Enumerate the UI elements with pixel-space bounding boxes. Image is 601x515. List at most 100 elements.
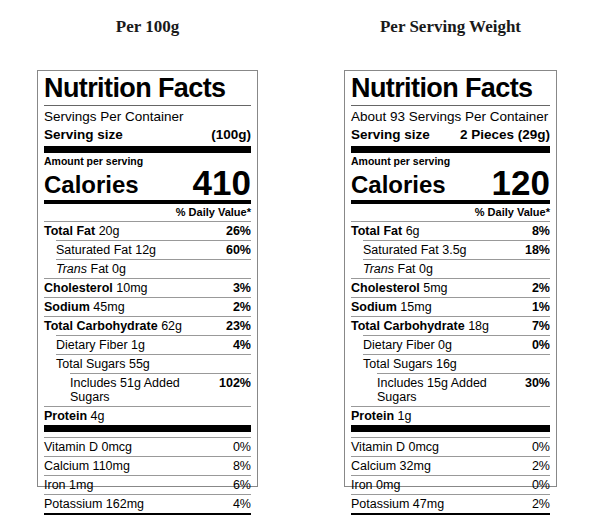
nutrient-daily-value: 18% <box>525 243 550 257</box>
nutrient-daily-value: 4% <box>233 497 251 511</box>
nutrient-name: Potassium 47mg <box>351 497 444 511</box>
nutrient-row: Potassium 162mg 4% <box>44 494 251 513</box>
nutrient-daily-value: 6% <box>233 478 251 492</box>
nutrient-daily-value: 2% <box>532 459 550 473</box>
nutrient-row: Potassium 47mg 2% <box>351 494 550 513</box>
nutrient-daily-value: 102% <box>219 376 251 404</box>
nutrient-name: Sodium 15mg <box>351 300 432 314</box>
nutrient-name: Dietary Fiber 0g <box>363 338 452 352</box>
nutrient-name: Total Carbohydrate 62g <box>44 319 182 333</box>
nutrient-daily-value: 8% <box>532 224 550 238</box>
micronutrient-rows: Vitamin D 0mcg0% Calcium 32mg 2% Iron 0mg 0%… <box>351 437 550 513</box>
nutrient-row: Cholesterol 5mg 2% <box>351 278 550 297</box>
serving-size-label: Serving size <box>44 127 123 143</box>
nutrient-row: Dietary Fiber 0g 0% <box>363 335 550 354</box>
nutrient-name: Protein 1g <box>351 409 411 423</box>
nutrient-row: Includes 15g Added Sugars30% <box>377 373 550 406</box>
calories-row: Calories 410 <box>44 168 251 198</box>
nutrient-name: Iron 0mg <box>351 478 400 492</box>
nutrient-row: Saturated Fat 3.5g 18% <box>363 240 550 259</box>
calories-label: Calories <box>44 173 139 197</box>
nutrient-daily-value: 1% <box>532 300 550 314</box>
label-title: Nutrition Facts <box>44 74 251 106</box>
micronutrient-rows: Vitamin D 0mcg 0% Calcium 110mg 8% Iron 1mg 6… <box>44 437 251 513</box>
nutrient-daily-value: 7% <box>532 319 550 333</box>
nutrient-daily-value: 2% <box>233 300 251 314</box>
nutrient-row: Cholesterol 10mg3% <box>44 278 251 297</box>
nutrient-rows: Total Fat 6g 8% Saturated Fat 3.5g 18% Trans… <box>351 221 550 425</box>
thick-separator-bar <box>44 146 251 153</box>
nutrient-row: Sodium 45mg 2% <box>44 297 251 316</box>
nutrient-name: Total Fat 20g <box>44 224 120 238</box>
nutrient-row: Sodium 15mg 1% <box>351 297 550 316</box>
thick-separator-bar <box>351 425 550 432</box>
nutrient-name: Includes 15g Added Sugars <box>377 376 525 404</box>
nutrient-daily-value: 23% <box>226 319 251 333</box>
nutrient-name: Protein 4g <box>44 409 104 423</box>
nutrient-row: Total Sugars 55g <box>56 354 251 373</box>
nutrient-name: Dietary Fiber 1g <box>56 338 145 352</box>
nutrient-name: Trans Fat 0g <box>363 262 433 276</box>
nutrient-row: Total Carbohydrate 62g 23% <box>44 316 251 335</box>
column-header-per-100g: Per 100g <box>37 17 258 37</box>
nutrition-facts-label-per-100g: Nutrition Facts Servings Per Container S… <box>37 70 258 487</box>
nutrient-row: Vitamin D 0mcg0% <box>351 437 550 456</box>
nutrient-name: Calcium 110mg <box>44 459 130 473</box>
nutrient-daily-value: 0% <box>532 478 550 492</box>
nutrient-row: Protein 1g <box>351 406 550 425</box>
nutrient-daily-value: 60% <box>226 243 251 257</box>
nutrient-daily-value: 0% <box>233 440 251 454</box>
serving-size-label: Serving size <box>351 127 430 143</box>
nutrient-row: Saturated Fat 12g 60% <box>56 240 251 259</box>
calories-row: Calories 120 <box>351 168 550 198</box>
nutrient-name: Cholesterol 10mg <box>44 281 148 295</box>
servings-per-container: About 93 Servings Per Container <box>351 106 550 125</box>
page-root: Per 100g Per Serving Weight Nutrition Fa… <box>0 0 601 515</box>
nutrient-name: Calcium 32mg <box>351 459 431 473</box>
nutrient-name: Cholesterol 5mg <box>351 281 448 295</box>
thick-separator-bar <box>351 146 550 153</box>
nutrient-name: Trans Fat 0g <box>56 262 126 276</box>
servings-per-container: Servings Per Container <box>44 106 251 125</box>
nutrient-row: Vitamin D 0mcg 0% <box>44 437 251 456</box>
label-title: Nutrition Facts <box>351 74 550 106</box>
nutrient-row: Iron 0mg 0% <box>351 475 550 494</box>
serving-size-value: (100g) <box>211 127 251 143</box>
nutrient-daily-value: 8% <box>233 459 251 473</box>
nutrient-row: Total Carbohydrate 18g7% <box>351 316 550 335</box>
thick-separator-bar <box>44 425 251 432</box>
nutrient-daily-value: 4% <box>233 338 251 352</box>
nutrient-name: Iron 1mg <box>44 478 93 492</box>
nutrient-row: Total Fat 20g 26% <box>44 221 251 240</box>
nutrient-name: Total Sugars 16g <box>363 357 457 371</box>
nutrient-row: Includes 51g Added Sugars102% <box>70 373 251 406</box>
calories-label: Calories <box>351 173 446 197</box>
serving-size-value: 2 Pieces (29g) <box>460 127 550 143</box>
nutrient-name: Vitamin D 0mcg <box>351 440 439 454</box>
nutrient-row: Protein 4g <box>44 406 251 425</box>
nutrient-row: Calcium 32mg 2% <box>351 456 550 475</box>
nutrient-name: Sodium 45mg <box>44 300 125 314</box>
column-header-per-serving-weight: Per Serving Weight <box>344 17 557 37</box>
nutrient-row: Trans Fat 0g <box>363 259 550 278</box>
nutrient-name: Saturated Fat 12g <box>56 243 156 257</box>
nutrient-name: Vitamin D 0mcg <box>44 440 132 454</box>
nutrient-daily-value: 26% <box>226 224 251 238</box>
nutrition-facts-label-per-serving: Nutrition Facts About 93 Servings Per Co… <box>344 70 557 487</box>
serving-size-row: Serving size 2 Pieces (29g) <box>351 125 550 147</box>
nutrient-daily-value: 0% <box>532 338 550 352</box>
nutrient-name: Potassium 162mg <box>44 497 144 511</box>
nutrient-daily-value: 2% <box>532 281 550 295</box>
nutrient-row: Trans Fat 0g <box>56 259 251 278</box>
nutrient-name: Total Sugars 55g <box>56 357 150 371</box>
daily-value-header: % Daily Value* <box>351 204 550 221</box>
nutrient-daily-value: 2% <box>532 497 550 511</box>
nutrient-name: Total Fat 6g <box>351 224 420 238</box>
nutrient-daily-value: 30% <box>525 376 550 404</box>
calories-value: 410 <box>193 168 251 198</box>
nutrient-rows: Total Fat 20g 26% Saturated Fat 12g 60% Tran… <box>44 221 251 425</box>
nutrient-name: Saturated Fat 3.5g <box>363 243 467 257</box>
serving-size-row: Serving size (100g) <box>44 125 251 147</box>
nutrient-name: Includes 51g Added Sugars <box>70 376 219 404</box>
calories-value: 120 <box>492 168 550 198</box>
